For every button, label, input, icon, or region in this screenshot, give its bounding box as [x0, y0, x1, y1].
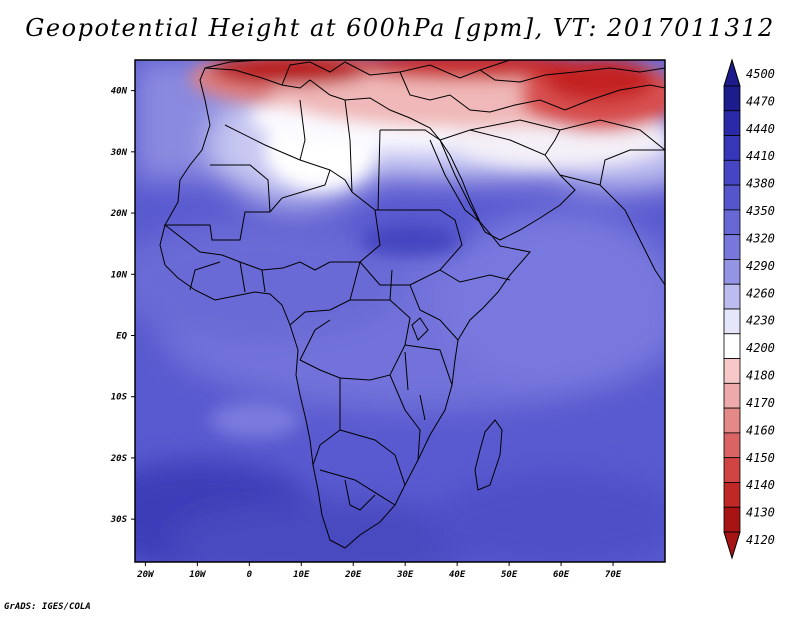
latitude-axis: 40N 30N 20N 10N EQ 10S 20S 30S	[110, 87, 135, 525]
colorbar-label: 4140	[746, 478, 775, 492]
colorbar-label: 4350	[746, 204, 775, 218]
colorbar-swatch	[723, 209, 741, 236]
height-field	[135, 60, 665, 562]
map-frame	[134, 59, 666, 563]
colorbar: 4500 4470 4440 4410 4380 4350 4320 4290 4260 4230…	[723, 58, 775, 560]
colorbar-swatch	[723, 333, 741, 359]
lon-tick-label: 20W	[136, 570, 155, 580]
lat-tick-label: 10N	[111, 270, 128, 280]
lat-tick-label: 30S	[110, 515, 128, 525]
colorbar-swatch	[723, 432, 741, 459]
colorbar-swatch	[723, 407, 741, 434]
lat-tick-label: 40N	[111, 87, 128, 97]
colorbar-label: 4150	[746, 451, 775, 465]
lon-tick-label: 30E	[396, 570, 414, 580]
colorbar-label: 4290	[746, 259, 775, 273]
colorbar-swatch	[723, 457, 741, 483]
colorbar-label: 4180	[746, 369, 775, 383]
colorbar-swatch	[723, 259, 741, 285]
colorbar-label: 4500	[746, 67, 775, 81]
colorbar-label: 4120	[746, 533, 775, 547]
colorbar-label: 4200	[746, 341, 775, 355]
colorbar-label: 4260	[746, 286, 775, 300]
lat-tick-label: 30N	[110, 148, 128, 158]
colorbar-swatch	[723, 382, 741, 409]
lon-tick-label: 10W	[189, 570, 207, 580]
colorbar-label: 4320	[746, 231, 775, 245]
colorbar-label: 4440	[746, 122, 775, 136]
lat-tick-label: EQ	[116, 331, 127, 341]
lon-tick-label: 40E	[449, 570, 466, 580]
lon-tick-label: 50E	[501, 570, 518, 580]
colorbar-label: 4230	[746, 314, 775, 328]
colorbar-label: 4470	[746, 94, 775, 108]
lat-tick-label: 10S	[111, 393, 128, 403]
colorbar-swatch	[723, 184, 741, 211]
lon-tick-label: 10E	[293, 570, 310, 580]
colorbar-swatch	[723, 110, 741, 136]
colorbar-label: 4410	[746, 149, 775, 163]
colorbar-swatch	[723, 308, 741, 335]
lon-tick-label: 0	[247, 570, 253, 580]
longitude-axis: 20W 10W 0 10E 20E 30E 40E 50E 60E 70E	[136, 562, 622, 580]
map-title: Geopotential Height at 600hPa [gpm], VT:…	[25, 14, 775, 42]
colorbar-bottom-arrow	[723, 531, 741, 560]
lon-tick-label: 60E	[553, 570, 570, 580]
grads-credit: GrADS: IGES/COLA	[4, 602, 91, 612]
colorbar-swatch	[723, 283, 741, 310]
colorbar-label: 4160	[746, 423, 775, 437]
colorbar-top-arrow	[723, 58, 741, 87]
colorbar-label: 4170	[746, 396, 775, 410]
colorbar-swatch	[723, 135, 741, 161]
colorbar-swatch	[723, 234, 741, 260]
lon-tick-label: 20E	[344, 570, 362, 580]
colorbar-swatch	[723, 159, 741, 186]
lon-tick-label: 70E	[605, 570, 622, 580]
colorbar-swatch	[723, 85, 741, 112]
lat-tick-label: 20S	[110, 454, 128, 464]
colorbar-label: 4380	[746, 177, 775, 191]
colorbar-swatch	[723, 358, 741, 384]
colorbar-label: 4130	[746, 506, 775, 520]
lat-tick-label: 20N	[110, 209, 128, 219]
coastlines-and-borders	[159, 60, 665, 549]
colorbar-swatch	[723, 482, 741, 508]
colorbar-swatch	[723, 506, 741, 533]
